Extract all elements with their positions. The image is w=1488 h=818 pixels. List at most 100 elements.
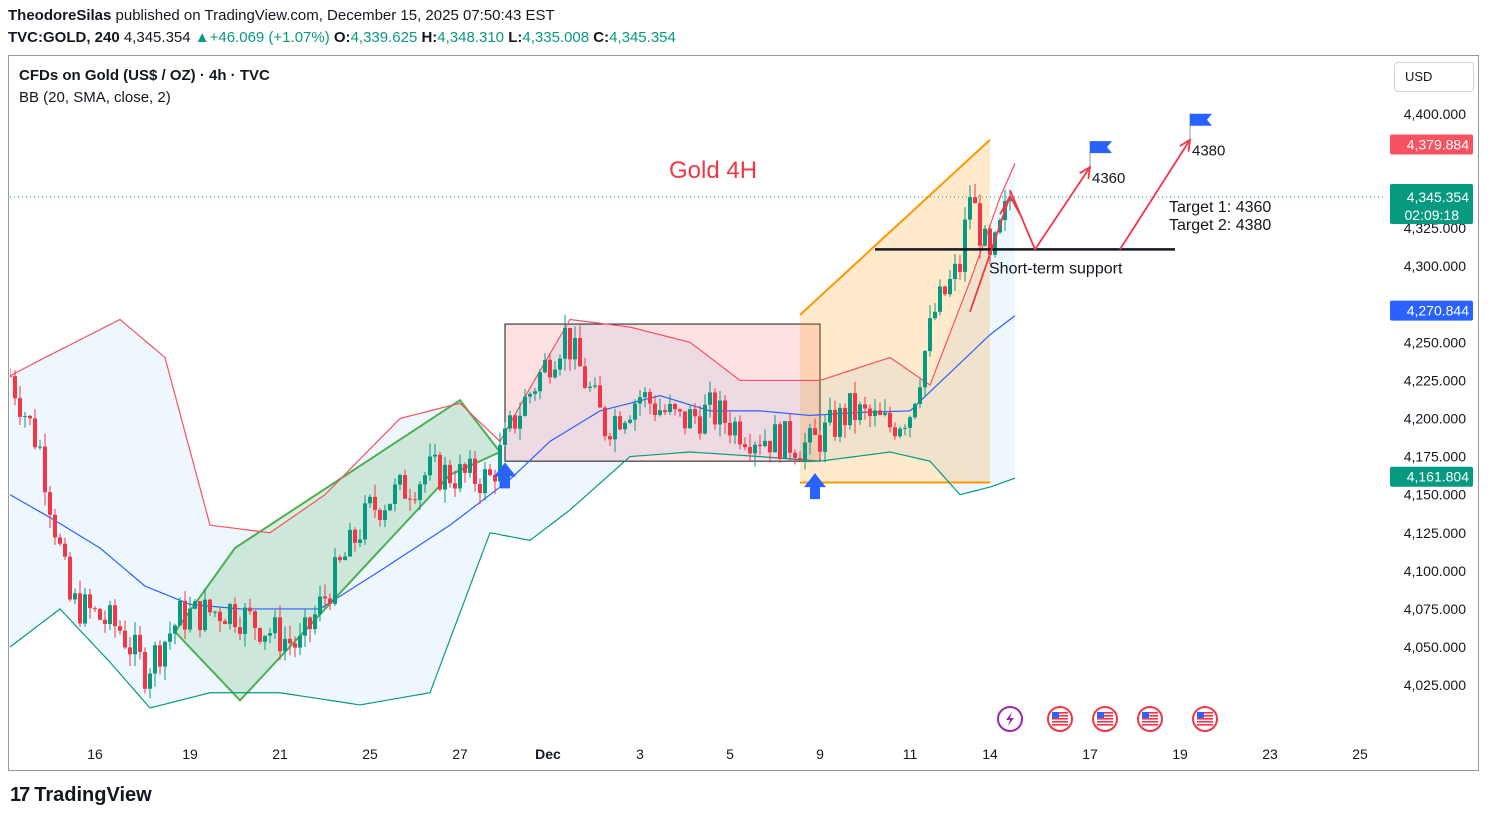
candle-body [248, 607, 252, 612]
candle [883, 399, 887, 417]
us-flag-event-icon[interactable] [1137, 706, 1163, 732]
y-axis-tick: 4,300.000 [1404, 258, 1466, 274]
candle-body [28, 415, 32, 419]
candle-body [723, 400, 727, 423]
y-axis-tick: 4,025.000 [1404, 677, 1466, 693]
candle [623, 420, 627, 434]
lightning-event-icon[interactable] [997, 706, 1023, 732]
x-axis-tick: 14 [982, 746, 998, 762]
candle [223, 618, 227, 625]
candle [83, 587, 87, 627]
candle [278, 605, 282, 661]
candle-body [208, 599, 212, 613]
candle [613, 408, 617, 453]
candle [38, 439, 42, 450]
candle [153, 641, 157, 687]
candle [173, 623, 177, 645]
chart-frame[interactable] [8, 55, 1479, 771]
candle-body [658, 410, 662, 416]
projection-path [1119, 139, 1191, 250]
x-axis-tick: 25 [1352, 746, 1368, 762]
candle-body [183, 600, 187, 630]
candle-body [173, 625, 177, 634]
candle-body [148, 673, 152, 689]
candle [318, 585, 322, 622]
candle-body [363, 503, 367, 540]
candle [18, 386, 22, 425]
candle-body [573, 337, 577, 360]
candle-body [268, 633, 272, 636]
candle [848, 393, 852, 430]
candle-body [48, 492, 52, 515]
candle-body [418, 484, 422, 501]
candle-body [308, 617, 312, 630]
us-flag-event-icon[interactable] [1092, 706, 1118, 732]
candle-body [553, 369, 557, 378]
candle-body [818, 434, 822, 452]
currency-selector[interactable]: USD [1394, 62, 1474, 92]
candle [213, 610, 217, 618]
candle [548, 353, 552, 384]
candle [258, 627, 262, 645]
candle-body [678, 409, 682, 412]
candle [758, 434, 762, 455]
candle [468, 450, 472, 478]
x-axis-tick: 9 [816, 746, 824, 762]
author-name[interactable]: TheodoreSilas [8, 7, 112, 24]
candle-body [718, 400, 722, 425]
candle-body [58, 537, 62, 544]
candle [673, 402, 677, 416]
candle-body [858, 404, 862, 421]
candle [253, 610, 257, 641]
candle-body [693, 409, 697, 417]
y-axis-tick: 4,325.000 [1404, 220, 1466, 236]
candle-body [343, 556, 347, 561]
us-flag-event-icon[interactable] [1192, 706, 1218, 732]
candle-body [118, 626, 122, 631]
indicator-legend[interactable]: BB (20, SMA, close, 2) [19, 89, 171, 106]
candle [418, 481, 422, 511]
candle [443, 456, 447, 503]
candle-body [648, 392, 652, 404]
candle-body [988, 228, 992, 255]
candle [523, 389, 527, 417]
candle-body [143, 651, 147, 689]
candle [398, 473, 402, 491]
candle [603, 405, 607, 441]
chart-title: Gold 4H [669, 157, 757, 184]
candle-body [83, 594, 87, 624]
brand[interactable]: 17 TradingView [10, 784, 152, 807]
candle-body [488, 469, 492, 476]
candle [693, 403, 697, 424]
us-flag-event-icon[interactable] [1047, 706, 1073, 732]
candle [368, 494, 372, 509]
candle-body [653, 403, 657, 416]
candle [503, 422, 507, 447]
candle [288, 625, 292, 656]
candle [968, 185, 972, 230]
candle-body [258, 628, 262, 642]
candle [778, 421, 782, 463]
candle-body [188, 608, 192, 630]
candle-body [643, 392, 647, 398]
candle [203, 588, 207, 633]
candle-body [223, 621, 227, 625]
candle [818, 430, 822, 459]
candle-body [748, 447, 752, 454]
candle [143, 647, 147, 694]
candle-body [168, 633, 172, 642]
candle-body [613, 416, 617, 440]
candle-body [673, 403, 677, 410]
candle-body [473, 458, 477, 485]
candle [58, 533, 62, 547]
chart-legend-title[interactable]: CFDs on Gold (US$ / OZ) · 4h · TVC [19, 67, 270, 84]
candle [273, 610, 277, 639]
candle-body [393, 484, 397, 504]
candle [958, 254, 962, 280]
candle [178, 597, 182, 626]
candle [788, 413, 792, 462]
candle [798, 451, 802, 461]
candle [133, 622, 137, 667]
bb-lower-line [10, 451, 1016, 709]
